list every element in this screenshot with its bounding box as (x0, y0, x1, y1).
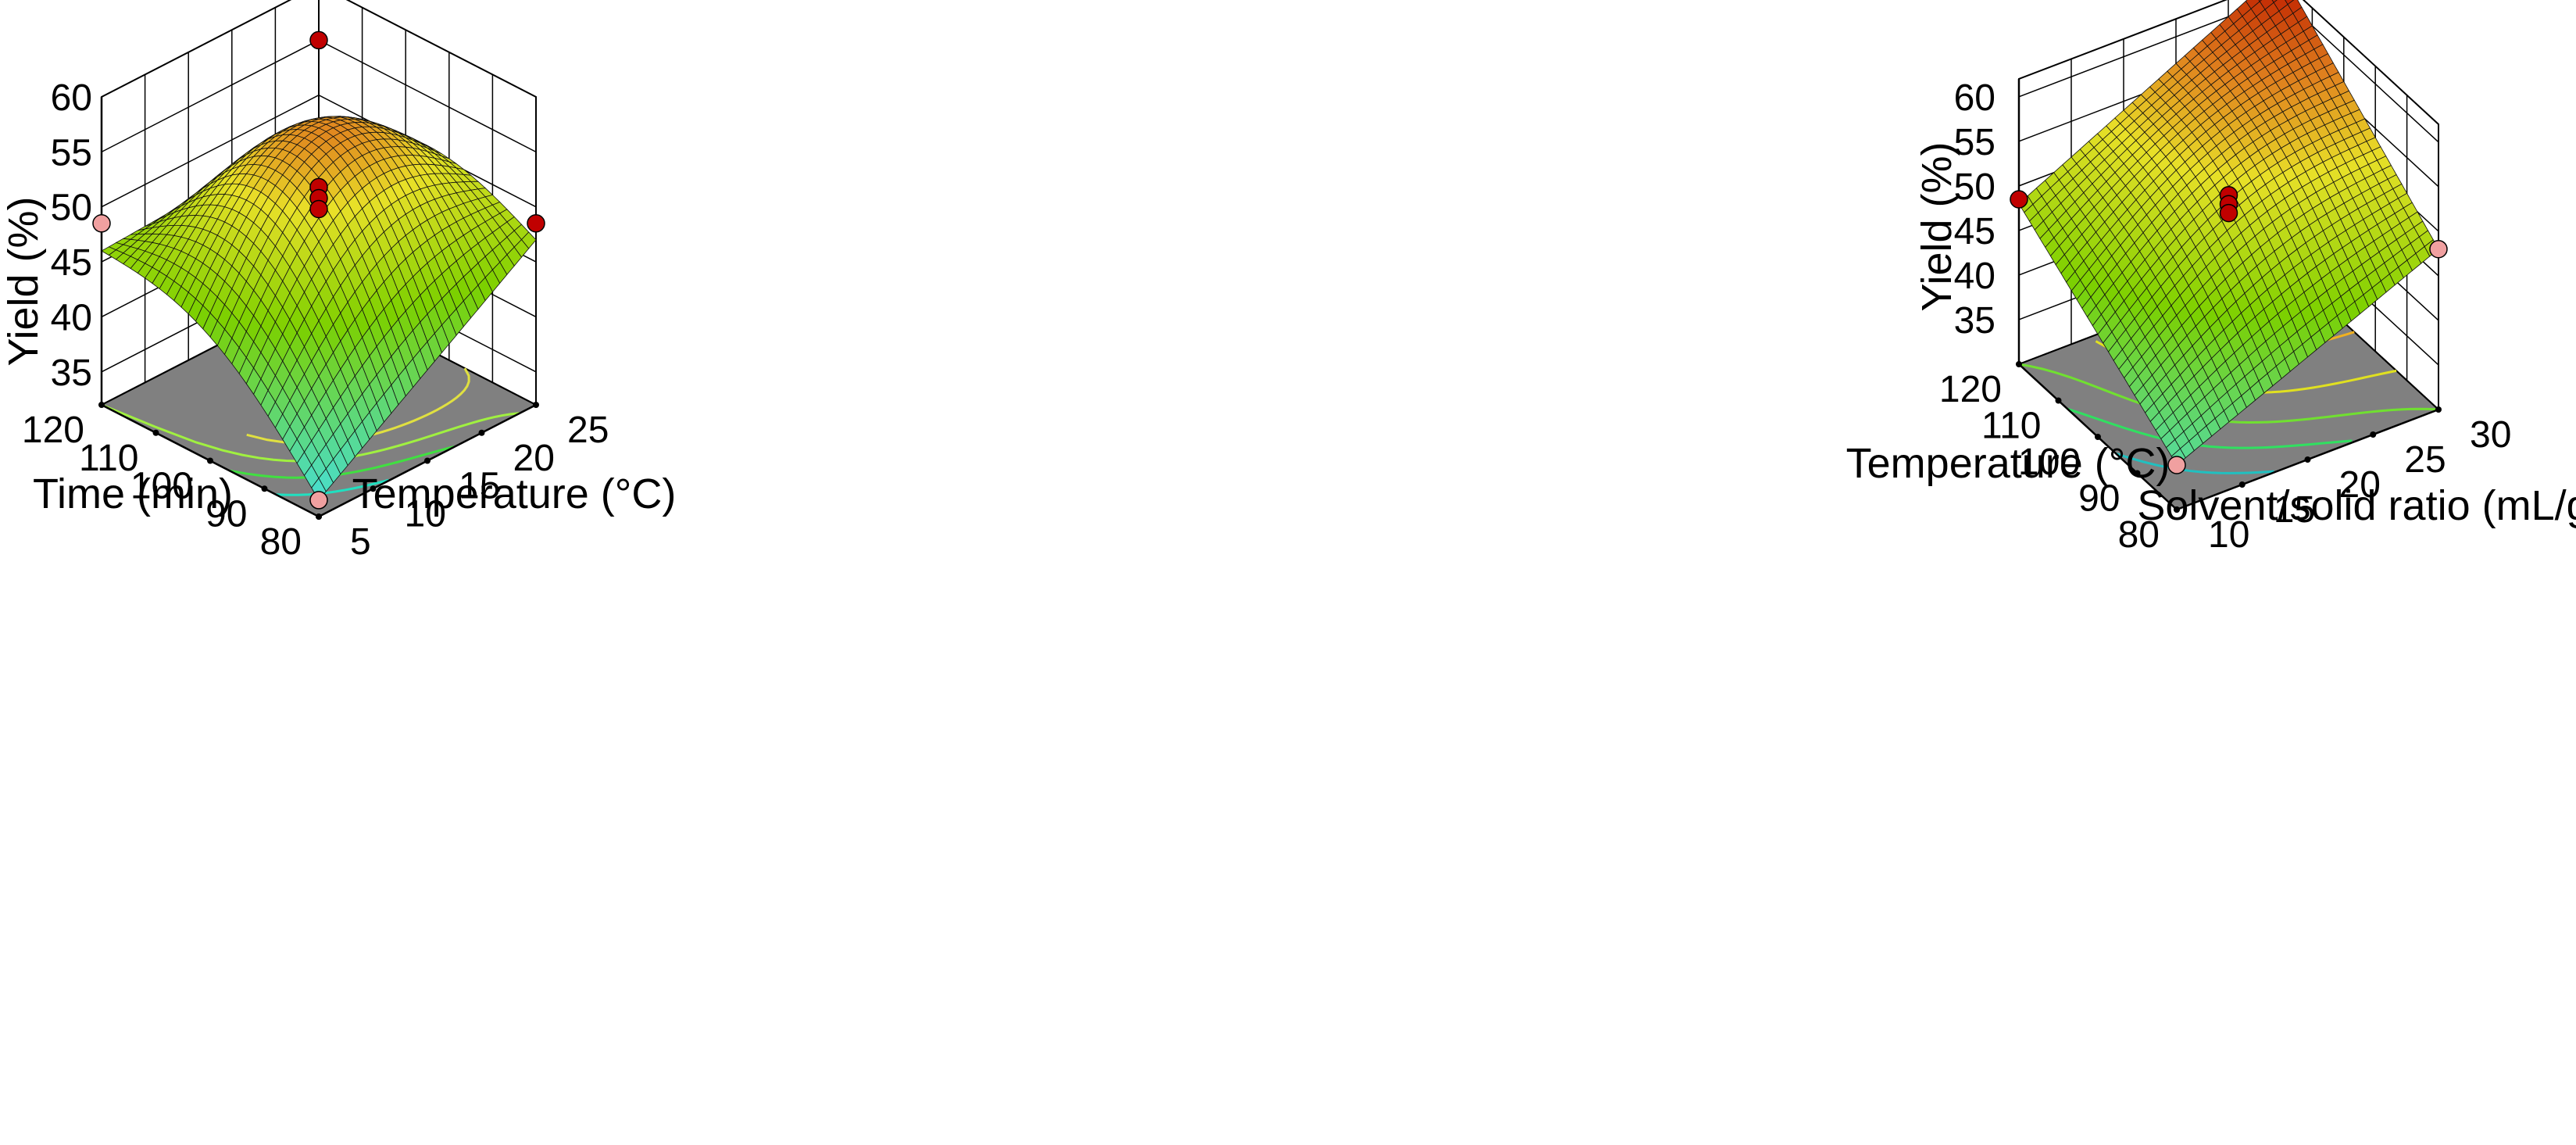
x-tick-mark (478, 429, 485, 436)
design-point (309, 199, 328, 219)
x-tick-mark (370, 485, 377, 492)
z-tick-label: 60 (51, 77, 92, 119)
y-tick-mark (2055, 397, 2062, 404)
x-tick-mark (2238, 481, 2246, 488)
y-tick-label: 80 (2118, 514, 2160, 556)
floor-contour (2115, 453, 2274, 474)
floor-contour (2067, 407, 2353, 449)
y-tick-label: 100 (130, 466, 193, 507)
design-point (2219, 203, 2238, 223)
z-tick-label: 45 (51, 242, 92, 284)
x-tick-label: 25 (567, 410, 609, 451)
x-tick-mark (2435, 406, 2442, 413)
y-tick-mark (316, 513, 322, 520)
y-tick-mark (2095, 434, 2101, 440)
z-tick-label: 50 (51, 188, 92, 229)
y-tick-mark (98, 402, 105, 408)
y-tick-label: 110 (1981, 406, 2042, 447)
z-gridline (2018, 0, 2439, 143)
y-tick-mark (207, 457, 213, 464)
y-tick-label: 100 (2018, 442, 2081, 483)
floor-contour (229, 445, 455, 479)
x-tick-label: 30 (2470, 414, 2511, 456)
x-tick-label: 25 (2404, 439, 2446, 481)
y-axis-title: Temperature (°C) (1846, 440, 2170, 487)
x-tick-label: 15 (459, 466, 500, 507)
y-tick-label: 120 (1939, 369, 2002, 410)
right-chart-panel: 10 15 20 25 30 80 90 100 110 120 35 40 45 50 55 60 Solve… (1288, 0, 2576, 1145)
x-tick-mark (2304, 456, 2311, 463)
x-tick-mark (424, 457, 431, 464)
design-point (309, 491, 328, 510)
design-point (527, 214, 545, 233)
x-axis-title: Solvent/solid ratio (mL/g) (2137, 482, 2576, 529)
z-tick-label: 45 (1954, 211, 1995, 252)
z-gridline (101, 0, 537, 98)
y-tick-label: 90 (205, 493, 247, 535)
y-tick-mark (152, 429, 159, 436)
z-tick-label: 35 (51, 352, 92, 394)
x-tick-label: 5 (350, 521, 371, 563)
z-tick-label: 35 (1954, 300, 1995, 342)
y-tick-label: 110 (79, 438, 139, 479)
z-tick-label: 55 (51, 132, 92, 174)
design-point (309, 30, 328, 50)
y-tick-mark (2134, 470, 2141, 477)
z-axis-title: Yield (%) (0, 196, 47, 366)
y-tick-mark (2016, 361, 2022, 367)
x-tick-label: 20 (513, 438, 555, 479)
floor-contour (101, 403, 520, 463)
y-tick-label: 120 (22, 410, 84, 451)
y-tick-label: 80 (260, 521, 302, 563)
x-tick-label: 10 (405, 493, 446, 535)
design-point (2167, 456, 2186, 474)
x-axis-title: Time (min) (33, 471, 233, 517)
x-tick-label: 20 (2339, 464, 2381, 506)
z-tick-label: 40 (51, 297, 92, 338)
z-tick-label: 50 (1954, 166, 1995, 208)
floor-contour (2018, 363, 2439, 424)
design-point (92, 214, 111, 233)
x-tick-label: 10 (2208, 514, 2249, 556)
z-tick-label: 55 (1954, 122, 1995, 163)
left-chart-panel: 5 10 15 20 25 80 90 100 110 120 35 40 45 50 55 60 Time (… (0, 0, 677, 563)
z-axis-title: Yield (%) (1913, 141, 1960, 311)
floor-contour (276, 478, 389, 496)
design-point (2429, 239, 2448, 259)
z-tick-label: 40 (1954, 256, 1995, 297)
y-tick-label: 90 (2078, 478, 2120, 520)
z-tick-label: 60 (1954, 77, 1995, 119)
x-tick-mark (533, 402, 539, 408)
y-axis-title: Temperature (°C) (352, 471, 677, 517)
x-tick-label: 15 (2274, 489, 2315, 531)
design-point (2010, 190, 2028, 209)
y-tick-mark (261, 485, 268, 492)
x-tick-mark (2370, 431, 2377, 438)
y-tick-mark (2174, 506, 2180, 513)
